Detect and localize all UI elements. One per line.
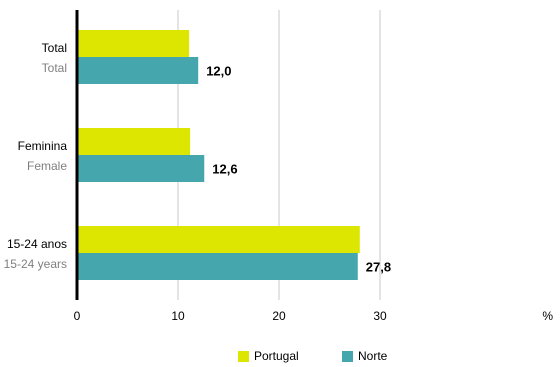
bar-portugal-feminina <box>77 128 191 155</box>
legend-item-norte: Norte <box>342 349 387 363</box>
bar-portugal-total <box>77 30 190 57</box>
category-sublabel-total: Total <box>42 61 67 75</box>
category-label-feminina: Feminina <box>18 139 68 153</box>
bar-norte-total <box>77 57 199 84</box>
x-axis-unit: % <box>542 309 553 323</box>
category-sublabel-15-24-years: 15-24 years <box>4 257 67 271</box>
legend-label-norte: Norte <box>358 349 388 363</box>
x-axis-ticks: 0 10 20 30 <box>74 309 387 323</box>
x-tick-20: 20 <box>272 309 286 323</box>
bar-norte-feminina <box>77 155 205 182</box>
data-labels: 12,0 12,6 27,8 <box>206 64 391 275</box>
x-tick-30: 30 <box>373 309 387 323</box>
category-sublabel-female: Female <box>27 159 67 173</box>
data-label-feminina: 12,6 <box>212 162 237 177</box>
bar-norte-15-24-anos <box>77 253 358 280</box>
bar-portugal-15-24-anos <box>77 226 360 253</box>
legend-label-portugal: Portugal <box>254 349 299 363</box>
category-labels: Total Total Feminina Female 15-24 anos 15-24 … <box>4 41 68 271</box>
legend-swatch-norte <box>342 350 353 362</box>
category-label-15-24-anos: 15-24 anos <box>7 237 67 251</box>
legend: Portugal Norte <box>0 349 560 365</box>
legend-item-portugal: Portugal <box>238 349 299 363</box>
category-label-total: Total <box>42 41 67 55</box>
bars <box>77 30 360 280</box>
x-tick-0: 0 <box>74 309 81 323</box>
x-tick-10: 10 <box>171 309 185 323</box>
data-label-total: 12,0 <box>206 64 231 79</box>
legend-swatch-portugal <box>238 350 249 362</box>
data-label-15-24-anos: 27,8 <box>366 260 391 275</box>
